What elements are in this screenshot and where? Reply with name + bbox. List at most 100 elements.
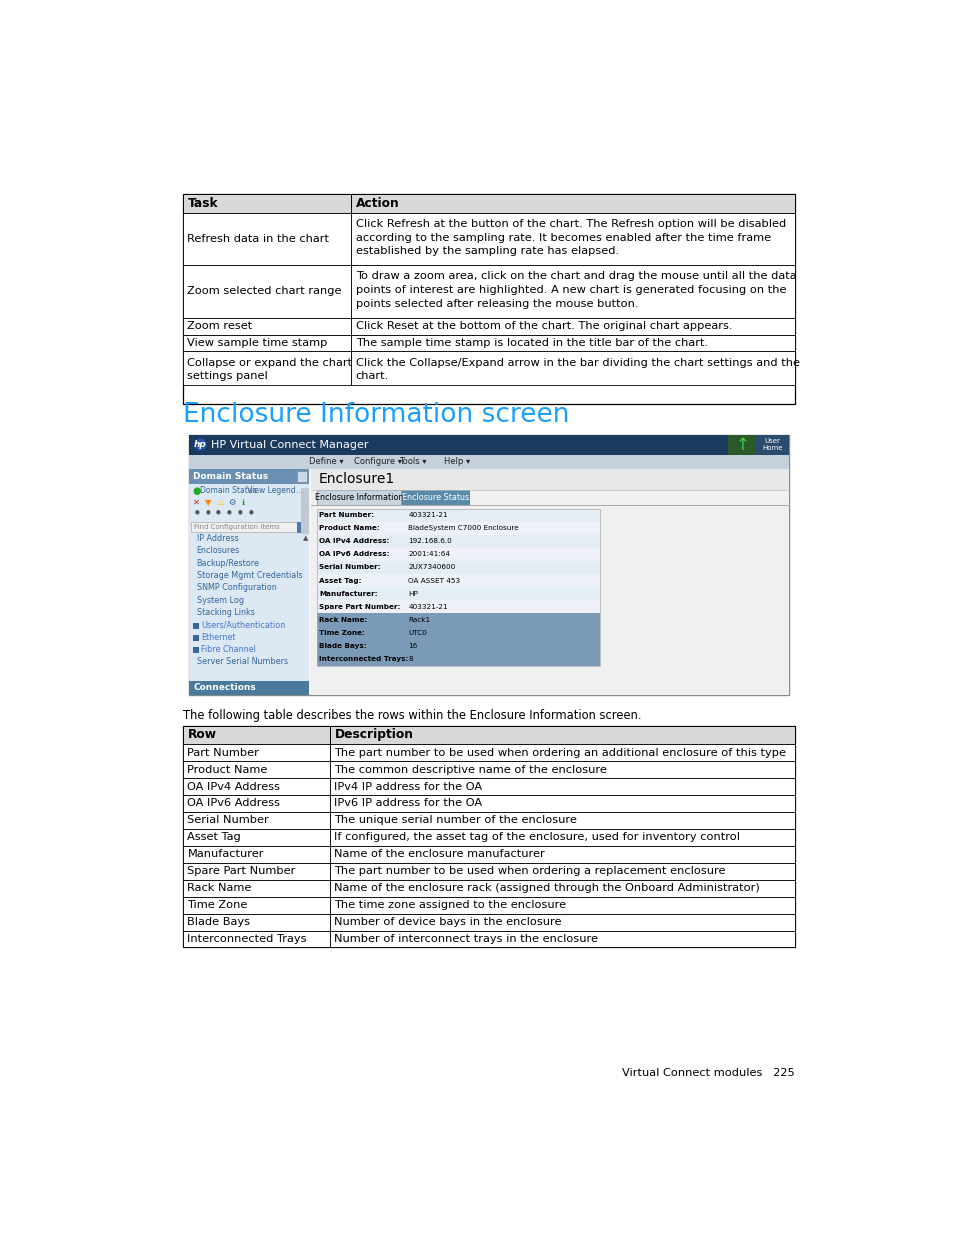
Text: Manufacturer:: Manufacturer:: [319, 590, 377, 597]
Text: IPv6 IP address for the OA: IPv6 IP address for the OA: [335, 799, 482, 809]
Bar: [183, 317, 351, 335]
Text: The following table describes the rows within the Enclosure Information screen.: The following table describes the rows w…: [183, 709, 640, 721]
Text: View Legend...: View Legend...: [247, 487, 302, 495]
Text: The sample time stamp is located in the title bar of the chart.: The sample time stamp is located in the …: [355, 338, 707, 348]
Bar: [193, 647, 199, 653]
Text: Connections: Connections: [193, 683, 256, 693]
Text: UTC0: UTC0: [408, 630, 427, 636]
Text: Zoom selected chart range: Zoom selected chart range: [187, 287, 341, 296]
Bar: [316, 614, 599, 626]
Text: Interconnected Trays:: Interconnected Trays:: [319, 656, 408, 662]
Text: Spare Part Number:: Spare Part Number:: [319, 604, 400, 610]
Text: ℹ: ℹ: [241, 498, 245, 506]
Bar: [183, 745, 330, 761]
Text: Click the Collapse/Expand arrow in the bar dividing the chart settings and the
c: Click the Collapse/Expand arrow in the b…: [355, 358, 799, 382]
Bar: [183, 352, 351, 385]
Text: ●: ●: [193, 485, 201, 495]
Text: Rack Name: Rack Name: [187, 883, 252, 893]
Text: Serial Number: Serial Number: [187, 815, 269, 825]
Bar: [301, 488, 309, 534]
Text: Product Name:: Product Name:: [319, 525, 379, 531]
Bar: [316, 561, 599, 574]
Bar: [330, 914, 794, 930]
Text: BladeSystem C7000 Enclosure: BladeSystem C7000 Enclosure: [408, 525, 518, 531]
Text: Name of the enclosure rack (assigned through the Onboard Administrator): Name of the enclosure rack (assigned thr…: [335, 883, 760, 893]
Bar: [316, 652, 599, 666]
Bar: [296, 522, 307, 532]
Circle shape: [194, 438, 207, 451]
Text: OA IPv6 Address: OA IPv6 Address: [187, 799, 280, 809]
Bar: [316, 548, 599, 561]
Text: System Log: System Log: [196, 595, 244, 605]
Text: ↑: ↑: [735, 436, 748, 453]
Text: Description: Description: [335, 729, 413, 741]
Text: Number of interconnect trays in the enclosure: Number of interconnect trays in the encl…: [335, 934, 598, 944]
Text: Interconnected Trays: Interconnected Trays: [187, 934, 307, 944]
Text: Name of the enclosure manufacturer: Name of the enclosure manufacturer: [335, 850, 544, 860]
Bar: [183, 726, 330, 745]
Bar: [330, 761, 794, 778]
Bar: [316, 509, 599, 666]
Text: Configure ▾: Configure ▾: [354, 457, 401, 466]
Text: Server Serial Numbers: Server Serial Numbers: [196, 657, 288, 667]
Text: Spare Part Number: Spare Part Number: [187, 866, 295, 876]
Bar: [330, 778, 794, 795]
Text: Domain Status: Domain Status: [199, 487, 256, 495]
Bar: [316, 600, 599, 614]
Text: 16: 16: [408, 643, 417, 650]
Bar: [183, 194, 351, 212]
Text: Enclosure1: Enclosure1: [318, 472, 395, 487]
Text: OA ASSET 453: OA ASSET 453: [408, 578, 460, 584]
Bar: [330, 829, 794, 846]
Bar: [330, 726, 794, 745]
Text: The part number to be used when ordering a replacement enclosure: The part number to be used when ordering…: [335, 866, 725, 876]
Text: Enclosures: Enclosures: [196, 546, 240, 556]
Text: Part Number: Part Number: [187, 747, 259, 757]
Text: ▼: ▼: [205, 498, 212, 506]
Text: ⚠: ⚠: [216, 498, 224, 506]
Text: Click Refresh at the button of the chart. The Refresh option will be disabled
ac: Click Refresh at the button of the chart…: [355, 219, 785, 256]
Bar: [183, 863, 330, 879]
Bar: [183, 795, 330, 811]
Text: Enclosure Information: Enclosure Information: [314, 493, 402, 503]
Bar: [351, 317, 794, 335]
Text: 2001:41:64: 2001:41:64: [408, 551, 450, 557]
Text: ●: ●: [194, 510, 199, 515]
Bar: [183, 761, 330, 778]
Text: 2UX7340600: 2UX7340600: [408, 564, 456, 571]
Bar: [330, 897, 794, 914]
Text: Virtual Connect modules   225: Virtual Connect modules 225: [621, 1067, 794, 1078]
Bar: [351, 335, 794, 352]
Text: Collapse or expand the chart
settings panel: Collapse or expand the chart settings pa…: [187, 358, 353, 382]
Bar: [330, 863, 794, 879]
Text: HP Virtual Connect Manager: HP Virtual Connect Manager: [211, 440, 368, 450]
Text: Asset Tag:: Asset Tag:: [319, 578, 361, 584]
Text: Product Name: Product Name: [187, 764, 268, 774]
Text: Blade Bays: Blade Bays: [187, 918, 251, 927]
Bar: [183, 914, 330, 930]
Text: 403321-21: 403321-21: [408, 513, 448, 519]
Bar: [316, 535, 599, 548]
Text: HP: HP: [408, 590, 417, 597]
Bar: [316, 521, 599, 535]
Text: The unique serial number of the enclosure: The unique serial number of the enclosur…: [335, 815, 577, 825]
Text: OA IPv4 Address: OA IPv4 Address: [187, 782, 280, 792]
Text: If configured, the asset tag of the enclosure, used for inventory control: If configured, the asset tag of the encl…: [335, 832, 740, 842]
Text: ⚙: ⚙: [228, 498, 235, 506]
Text: ●: ●: [205, 510, 210, 515]
Text: Time Zone:: Time Zone:: [319, 630, 365, 636]
Text: View sample time stamp: View sample time stamp: [187, 338, 328, 348]
Bar: [316, 626, 599, 640]
Text: ●: ●: [249, 510, 253, 515]
Text: To draw a zoom area, click on the chart and drag the mouse until all the data
po: To draw a zoom area, click on the chart …: [355, 272, 796, 309]
Text: Click Reset at the bottom of the chart. The original chart appears.: Click Reset at the bottom of the chart. …: [355, 321, 732, 331]
Text: Users/Authentication: Users/Authentication: [201, 620, 285, 630]
Bar: [193, 622, 199, 629]
Bar: [189, 435, 788, 695]
Text: Fibre Channel: Fibre Channel: [201, 645, 256, 655]
Text: 192.168.6.0: 192.168.6.0: [408, 538, 452, 545]
Bar: [183, 194, 794, 404]
Text: OA IPv4 Address:: OA IPv4 Address:: [319, 538, 389, 545]
Bar: [189, 435, 788, 454]
Text: Action: Action: [355, 198, 399, 210]
